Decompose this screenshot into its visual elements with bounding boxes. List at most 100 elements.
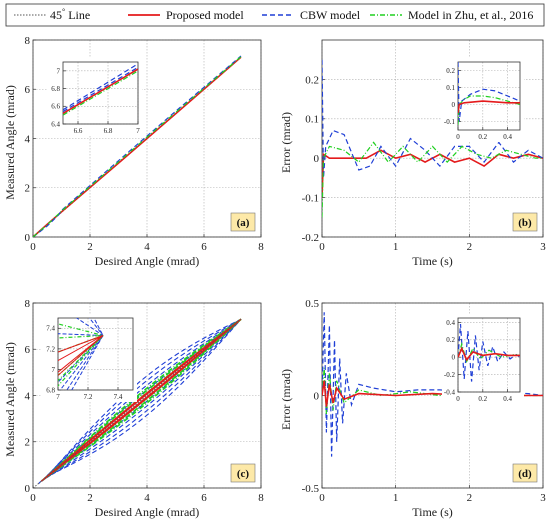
- panel-c-inset-series-zhu-1: [58, 334, 104, 382]
- panel-a-frame: [32, 39, 262, 238]
- panel-c-series-line45-0: [33, 318, 242, 488]
- panel-a-label: (a): [237, 217, 250, 229]
- panel-a-xtick-label-inset: 6.8: [104, 127, 113, 135]
- panel-c-ytick-label: 4: [25, 390, 31, 402]
- panel-b-xtick-label-inset: 0.2: [478, 133, 487, 141]
- panel-b-ytick-label: 0: [314, 153, 320, 165]
- panel-a-ylabel: Measured Angle (mrad): [3, 85, 17, 200]
- panel-c-xtick-label: 8: [258, 492, 264, 504]
- panel-b-ytick-label-inset: 0: [452, 101, 456, 109]
- panel-a-xtick-label: 4: [144, 241, 150, 253]
- panel-a: 0 2 4 6 8 0 2 4 6 8 Desired Angle (mrad) Measured A…: [3, 35, 264, 268]
- panel-b-ytick-label: 0.2: [305, 74, 319, 86]
- panel-c-ytick-label-inset: 6.8: [46, 386, 55, 394]
- panel-c: 0 2 4 6 8 0 2 4 6 8 Desired Angle (mrad) Measured A…: [3, 298, 264, 519]
- panel-c-frame-inset: [57, 317, 134, 391]
- panel-c-ytick-label: 6: [25, 344, 31, 356]
- panel-d-xtick-label: 3: [540, 492, 546, 504]
- panel-d-inset: 0 0.2 0.4 -0.4 -0.2 0 0.2 0.4: [444, 317, 521, 403]
- legend-cbw-label: CBW model: [300, 8, 361, 22]
- panel-c-xlabel: Desired Angle (mrad): [95, 505, 200, 519]
- panel-c-xtick-label: 4: [144, 492, 150, 504]
- panel-c-inset-series-zhu-2: [58, 323, 104, 387]
- panel-a-series-zhu-3: [33, 56, 242, 237]
- panel-a-series-proposed-1: [33, 56, 242, 237]
- panel-a-ytick-label: 0: [25, 232, 31, 244]
- panel-b-xtick-label-inset: 0: [456, 133, 460, 141]
- panel-c-inset-series-cbw-1: [59, 318, 104, 390]
- panel-a-xtick-label-inset: 7: [136, 127, 140, 135]
- panel-b-series-cbw-1: [322, 59, 543, 178]
- panel-c-ytick-label: 2: [25, 437, 31, 449]
- panel-a-ytick-label: 8: [25, 35, 31, 47]
- legend-zhu-label: Model in Zhu, et al., 2016: [408, 8, 533, 22]
- panel-a-ytick-label-inset: 6.4: [51, 120, 60, 128]
- panel-a-ytick-label-inset: 7: [57, 67, 61, 75]
- panel-d-ytick-label-inset: 0: [452, 354, 456, 362]
- panel-a-series-cbw-inset-3: [63, 66, 138, 113]
- panel-c-ylabel: Measured Angle (mrad): [3, 342, 17, 457]
- panel-a-xtick-label: 6: [201, 241, 207, 253]
- panel-a-xtick-label: 2: [87, 241, 93, 253]
- panel-b-label-box: [512, 212, 538, 232]
- panel-c-ytick-label: 8: [25, 298, 31, 310]
- panel-d-xlabel: Time (s): [412, 505, 453, 519]
- panel-a-ytick-label: 6: [25, 84, 31, 96]
- legend-line45-label: 45° Line: [50, 7, 90, 22]
- panel-a-series-cbw-2: [33, 55, 242, 237]
- panel-b-xtick-label-inset: 0.4: [503, 133, 512, 141]
- panel-a-ytick-label-inset: 6.6: [51, 103, 60, 111]
- panel-c-ytick-label: 0: [25, 483, 31, 495]
- panel-a-xtick-label-inset: 6.6: [74, 127, 83, 135]
- panel-c-ytick-label-inset: 7.2: [46, 345, 55, 353]
- panel-c-series-cbw-loop-2: [43, 318, 242, 480]
- panel-c-inset-series-cbw-2: [66, 318, 104, 390]
- panel-d-xtick-label-inset: 0.4: [503, 395, 512, 403]
- panel-b-ytick-label: -0.2: [302, 232, 319, 244]
- panel-c-xtick-label: 2: [87, 492, 93, 504]
- panel-a-xlabel: Desired Angle (mrad): [95, 254, 200, 268]
- panel-b-ytick-label: 0.1: [305, 114, 319, 126]
- panel-b-frame-inset: [457, 61, 521, 131]
- panel-b-ytick-label-inset: 0.1: [446, 84, 455, 92]
- legend-proposed-label: Proposed model: [166, 8, 244, 22]
- panel-d-series-cbw-inset-0: [458, 324, 520, 382]
- panel-b-label: (b): [518, 217, 532, 229]
- panel-b-series-zhu-2: [322, 141, 543, 218]
- panel-d-ytick-label-inset: -0.4: [444, 388, 456, 396]
- panel-b-xtick-label: 2: [467, 241, 473, 253]
- panel-a-inset: 6.6 6.8 7 6.4 6.6 6.8 7: [51, 61, 140, 135]
- panel-c-label: (c): [237, 468, 250, 480]
- panel-b-series-cbw-inset-0: [458, 62, 520, 122]
- panel-b-xtick-label: 1: [393, 241, 399, 253]
- panel-b-series-proposed-0: [322, 149, 543, 198]
- panel-c-series-zhu-loop-2: [46, 318, 242, 478]
- panel-d-ytick-label: 0: [314, 390, 320, 402]
- panel-c-xtick-label-inset: 7.4: [114, 393, 123, 401]
- panel-b-inset: 0 0.2 0.4-0.100.10.2: [444, 61, 521, 141]
- panel-a-ytick-label: 2: [25, 183, 31, 195]
- panel-b-series-proposed-inset-2: [458, 100, 520, 114]
- legend: 45° Line Proposed model CBW model Model …: [5, 3, 545, 27]
- panel-d-ytick-label: 0.5: [305, 298, 319, 310]
- panel-c-xtick-label: 0: [30, 492, 36, 504]
- panel-c-inset-series-proposed-1: [58, 335, 104, 377]
- panel-d-ytick-label-inset: 0.4: [446, 319, 455, 327]
- panel-d-ytick-label-inset: -0.2: [444, 371, 456, 379]
- panel-c-xtick-label-inset: 7: [56, 393, 60, 401]
- panel-d-label-box: [512, 463, 538, 483]
- panel-a-ytick-label: 4: [25, 133, 31, 145]
- panel-a-series-cbw-inset-0: [63, 63, 138, 111]
- panel-c-series-zhu-loop-1: [43, 318, 242, 480]
- panel-a-ytick-label-inset: 6.8: [51, 85, 60, 93]
- panel-c-xtick-label-inset: 7.2: [84, 393, 93, 401]
- panel-a-series-zhu-inset-2: [63, 70, 138, 116]
- panel-d-xtick-label: 0: [319, 492, 325, 504]
- panel-c-label-box: [230, 463, 256, 483]
- panel-a-label-box: [230, 212, 256, 232]
- panel-d-xtick-label: 1: [393, 492, 399, 504]
- panel-c-frame: [32, 302, 262, 489]
